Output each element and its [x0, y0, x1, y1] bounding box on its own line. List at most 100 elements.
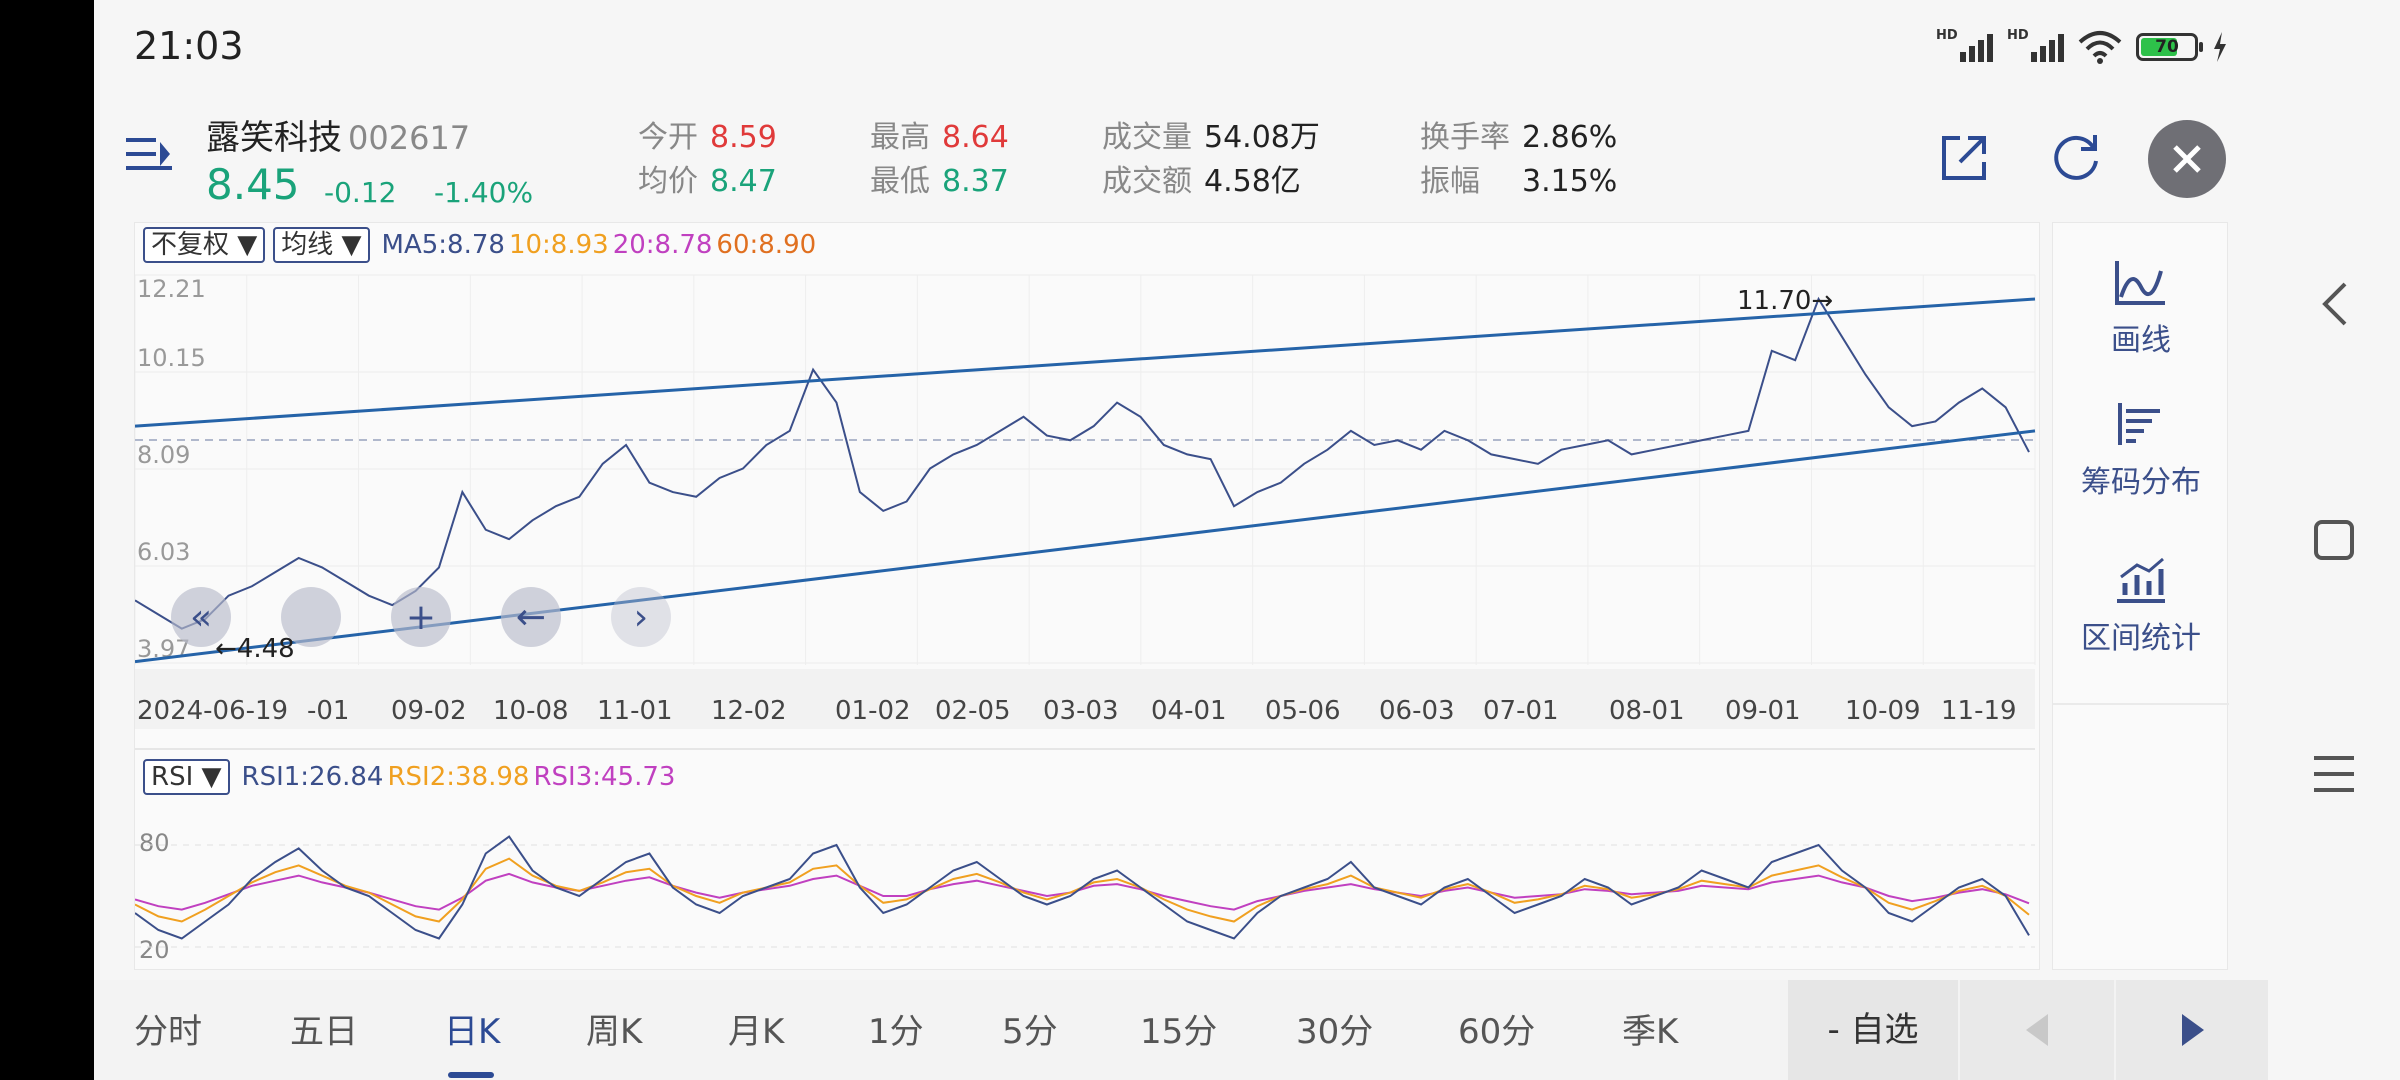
- channel-lower-line: [135, 429, 2036, 664]
- x-tick-label: 09-02: [391, 696, 467, 726]
- tab-60min[interactable]: 60分: [1458, 1012, 1536, 1052]
- quote-amount: 成交额 4.58亿: [1102, 164, 1301, 199]
- side-item-chip-distribution[interactable]: 筹码分布: [2053, 399, 2229, 501]
- rsi1-line: [135, 835, 2030, 940]
- charging-icon: [2214, 32, 2226, 62]
- y-tick-label: 10.15: [137, 344, 206, 372]
- recents-button[interactable]: [2308, 748, 2360, 800]
- y-tick-label: 3.97: [137, 635, 190, 663]
- stock-header: 露笑科技 002617 8.45 -0.12 -1.40% 今开 8.59 均价 8.…: [94, 100, 2268, 220]
- rsi3-line: [135, 872, 2030, 911]
- double-left-icon: [171, 587, 231, 647]
- side-item-label: 筹码分布: [2081, 465, 2201, 500]
- signal-icon: HD: [2007, 28, 2064, 62]
- quote-volume: 成交量 54.08万: [1102, 120, 1320, 155]
- period-tabs: 分时 五日 日K 周K 月K 1分 5分 15分 30分 60分 季K - 自选: [94, 980, 2270, 1080]
- menu-icon[interactable]: [124, 130, 174, 180]
- close-icon: [2173, 145, 2201, 173]
- next-button[interactable]: [2116, 980, 2270, 1080]
- home-square-icon: [2314, 520, 2354, 560]
- side-item-draw-line[interactable]: 画线: [2053, 257, 2229, 359]
- left-black-bar: [0, 0, 94, 1080]
- x-tick-label: 11-19: [1941, 696, 2017, 726]
- range-stats-icon: [2117, 557, 2165, 603]
- ma-legend-item: 10:8.93: [508, 230, 609, 260]
- stock-code: 002617: [348, 119, 471, 157]
- tab-fenshi[interactable]: 分时: [134, 1012, 202, 1052]
- rsi-y-label: 80: [139, 829, 170, 857]
- plus-icon: [391, 587, 451, 647]
- battery-icon: 70: [2136, 33, 2203, 61]
- price-change: -0.12: [324, 176, 397, 209]
- tab-30min[interactable]: 30分: [1296, 1012, 1374, 1052]
- triangle-right-icon: [2182, 1014, 2204, 1046]
- back-icon: [2322, 282, 2347, 326]
- watchlist-button[interactable]: - 自选: [1788, 980, 1958, 1080]
- x-tick-label: 01-02: [835, 696, 911, 726]
- prev-button[interactable]: [1960, 980, 2114, 1080]
- refresh-icon: [2054, 135, 2098, 180]
- avg-line-select[interactable]: 均线 ▼: [273, 227, 370, 263]
- plus-icon-glyph: +: [406, 597, 436, 638]
- x-tick-label: 10-09: [1845, 696, 1921, 726]
- chart-toolbar: 不复权 ▼ 均线 ▼ MA5:8.78 10:8.93 20:8.78 60:8.90: [143, 227, 816, 263]
- status-icons: HD HD 70: [1936, 28, 2228, 64]
- tab-wuri[interactable]: 五日: [290, 1012, 358, 1052]
- share-button[interactable]: [1928, 122, 2000, 194]
- home-button[interactable]: [2308, 514, 2360, 566]
- chip-distribution-icon: [2118, 403, 2160, 445]
- x-tick-label: 08-01: [1609, 696, 1685, 726]
- hd-label: HD: [2007, 28, 2029, 43]
- channel-upper-line: [135, 297, 2036, 428]
- x-tick-label: 10-08: [493, 696, 569, 726]
- close-button[interactable]: [2148, 120, 2226, 198]
- refresh-button[interactable]: [2040, 122, 2112, 194]
- quote-turnover: 换手率 2.86%: [1420, 120, 1618, 155]
- quote-low: 最低 8.37: [870, 164, 1009, 199]
- tab-daily-k[interactable]: 日K: [444, 1012, 501, 1052]
- side-item-range-stats[interactable]: 区间统计: [2053, 555, 2229, 657]
- tab-monthly-k[interactable]: 月K: [728, 1012, 785, 1052]
- stock-app: 21:03 HD HD 70 露笑: [94, 0, 2270, 1080]
- x-tick-label: 09-01: [1725, 696, 1801, 726]
- back-arrow-icon: [501, 587, 561, 647]
- divider: [2053, 703, 2229, 705]
- adjust-select[interactable]: 不复权 ▼: [143, 227, 266, 263]
- side-panel: 画线 筹码分布 区间统计: [2052, 222, 2229, 970]
- rsi-legend-item: RSI1:26.84: [241, 762, 384, 792]
- rsi-select[interactable]: RSI ▼: [143, 759, 230, 795]
- battery-level: 70: [2155, 37, 2179, 57]
- tab-quarterly-k[interactable]: 季K: [1622, 1012, 1679, 1052]
- quote-avg: 均价 8.47: [638, 164, 777, 199]
- chart-area[interactable]: 不复权 ▼ 均线 ▼ MA5:8.78 10:8.93 20:8.78 60:8.90…: [134, 222, 2040, 970]
- x-tick-label: 12-02: [711, 696, 787, 726]
- triangle-left-icon: [2026, 1014, 2048, 1046]
- system-nav-bar: [2268, 0, 2400, 1080]
- menu-lines-icon: [2314, 756, 2354, 792]
- tab-weekly-k[interactable]: 周K: [586, 1012, 643, 1052]
- x-tick-label: 2024-06-19: [137, 696, 288, 726]
- signal-icon: HD: [1936, 28, 1993, 62]
- quote-high: 最高 8.64: [870, 120, 1009, 155]
- quote-open: 今开 8.59: [638, 120, 777, 155]
- tab-15min[interactable]: 15分: [1140, 1012, 1218, 1052]
- side-item-label: 区间统计: [2081, 621, 2201, 656]
- rsi-y-label: 20: [139, 936, 170, 964]
- price-line: [135, 296, 2030, 630]
- rsi-toolbar: RSI ▼ RSI1:26.84 RSI2:38.98 RSI3:45.73: [143, 759, 675, 795]
- tab-5min[interactable]: 5分: [1002, 1012, 1058, 1052]
- ma-legend-item: MA5:8.78: [381, 230, 505, 260]
- high-annotation: 11.70→: [1737, 286, 1833, 316]
- x-tick-label: -01: [307, 696, 349, 726]
- tab-1min[interactable]: 1分: [868, 1012, 924, 1052]
- forward-icon: [611, 587, 671, 647]
- y-tick-label: 8.09: [137, 441, 190, 469]
- stock-name: 露笑科技 002617: [206, 110, 470, 159]
- draw-line-icon: [2115, 261, 2165, 305]
- quote-amplitude: 振幅 3.15%: [1420, 164, 1618, 199]
- y-tick-label: 6.03: [137, 538, 190, 566]
- share-icon: [1942, 136, 1986, 180]
- x-tick-label: 03-03: [1043, 696, 1119, 726]
- back-button[interactable]: [2308, 278, 2360, 330]
